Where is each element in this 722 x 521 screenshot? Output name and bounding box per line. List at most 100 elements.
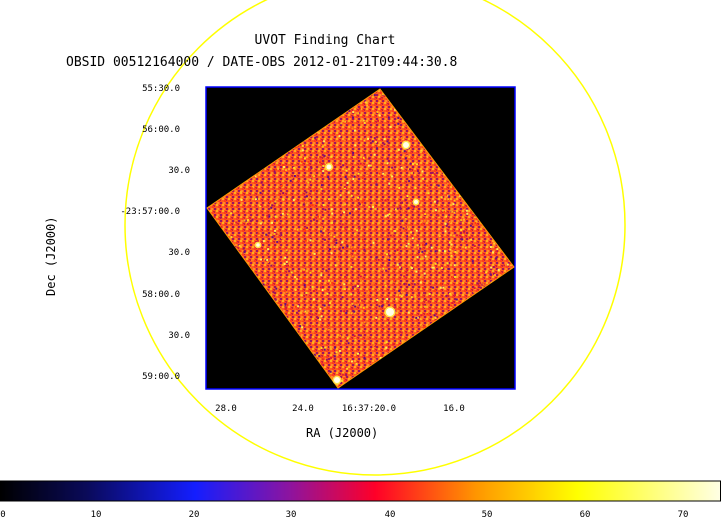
colorbar-segment bbox=[32, 481, 34, 501]
noise-pixel bbox=[313, 209, 316, 211]
colorbar-segment bbox=[598, 481, 600, 501]
colorbar-segment bbox=[280, 481, 282, 501]
colorbar-segment bbox=[533, 481, 535, 501]
noise-pixel bbox=[469, 224, 472, 227]
colorbar-segment bbox=[8, 481, 10, 501]
colorbar-segment bbox=[620, 481, 622, 501]
colorbar-segment bbox=[578, 481, 580, 501]
colorbar-segment bbox=[330, 481, 332, 501]
colorbar-segment bbox=[273, 481, 275, 501]
colorbar-segment bbox=[635, 481, 637, 501]
colorbar-segment bbox=[22, 481, 24, 501]
noise-pixel bbox=[385, 341, 388, 344]
noise-pixel bbox=[239, 191, 242, 194]
noise-pixel bbox=[353, 310, 356, 313]
colorbar-segment bbox=[215, 481, 217, 501]
noise-pixel bbox=[270, 264, 273, 267]
colorbar-segment bbox=[702, 481, 704, 501]
noise-pixel bbox=[319, 318, 322, 321]
colorbar-segment bbox=[600, 481, 602, 501]
colorbar-segment bbox=[611, 481, 613, 501]
y-tick-label: 55:30.0 bbox=[142, 84, 180, 94]
colorbar-segment bbox=[508, 481, 510, 501]
noise-pixel bbox=[432, 232, 435, 234]
noise-pixel bbox=[320, 274, 323, 277]
noise-pixel bbox=[448, 195, 451, 198]
colorbar-segment bbox=[595, 481, 597, 501]
colorbar-segment bbox=[403, 481, 405, 501]
colorbar-segment bbox=[717, 481, 719, 501]
colorbar-segment bbox=[78, 481, 80, 501]
noise-pixel bbox=[338, 248, 341, 251]
noise-pixel bbox=[362, 306, 365, 309]
colorbar-segment bbox=[599, 481, 601, 501]
colorbar-segment bbox=[67, 481, 69, 501]
noise-pixel bbox=[377, 222, 380, 225]
noise-pixel bbox=[453, 264, 456, 267]
colorbar-segment bbox=[343, 481, 345, 501]
noise-pixel bbox=[397, 263, 400, 266]
colorbar-segment bbox=[170, 481, 172, 501]
noise-pixel bbox=[319, 160, 322, 163]
noise-pixel bbox=[465, 209, 468, 212]
colorbar-segment bbox=[701, 481, 703, 501]
noise-pixel bbox=[344, 169, 347, 172]
noise-pixel bbox=[320, 347, 323, 349]
colorbar-segment bbox=[567, 481, 569, 501]
noise-pixel bbox=[304, 310, 307, 313]
noise-pixel bbox=[357, 112, 360, 115]
colorbar-segment bbox=[393, 481, 395, 501]
colorbar-segment bbox=[47, 481, 49, 501]
noise-pixel bbox=[353, 335, 356, 338]
colorbar-segment bbox=[222, 481, 224, 501]
colorbar-segment bbox=[51, 481, 53, 501]
colorbar-segment bbox=[684, 481, 686, 501]
colorbar-segment bbox=[244, 481, 246, 501]
colorbar-segment bbox=[145, 481, 147, 501]
noise-pixel bbox=[357, 196, 360, 199]
noise-pixel bbox=[400, 236, 403, 239]
colorbar-segment bbox=[466, 481, 468, 501]
noise-pixel bbox=[294, 276, 297, 279]
noise-pixel bbox=[287, 264, 290, 267]
noise-pixel bbox=[406, 235, 408, 238]
colorbar-segment bbox=[318, 481, 320, 501]
colorbar-segment bbox=[149, 481, 151, 501]
noise-pixel bbox=[319, 280, 322, 282]
colorbar-segment bbox=[7, 481, 9, 501]
colorbar-segment bbox=[632, 481, 634, 501]
noise-pixel bbox=[456, 234, 458, 237]
colorbar-segment bbox=[294, 481, 296, 501]
noise-pixel bbox=[333, 220, 336, 223]
noise-pixel bbox=[358, 227, 361, 230]
noise-pixel bbox=[442, 286, 445, 289]
colorbar-segment bbox=[486, 481, 488, 501]
colorbar-segment bbox=[460, 481, 462, 501]
noise-pixel bbox=[293, 166, 296, 169]
noise-pixel bbox=[265, 233, 268, 236]
noise-pixel bbox=[356, 285, 359, 288]
colorbar-segment bbox=[150, 481, 152, 501]
noise-pixel bbox=[362, 119, 365, 122]
noise-pixel bbox=[346, 337, 349, 340]
noise-pixel bbox=[334, 294, 337, 297]
noise-pixel bbox=[339, 194, 342, 197]
noise-pixel bbox=[328, 279, 330, 282]
colorbar-segment bbox=[40, 481, 42, 501]
colorbar-segment bbox=[510, 481, 512, 501]
noise-pixel bbox=[302, 271, 305, 273]
noise-pixel bbox=[422, 287, 425, 289]
colorbar-segment bbox=[9, 481, 11, 501]
noise-pixel bbox=[338, 135, 341, 138]
colorbar-segment bbox=[398, 481, 400, 501]
point-sources bbox=[254, 140, 420, 385]
colorbar-segment bbox=[638, 481, 640, 501]
colorbar-segment bbox=[272, 481, 274, 501]
noise-pixel bbox=[260, 258, 262, 261]
colorbar-segment bbox=[237, 481, 239, 501]
colorbar-segment bbox=[305, 481, 307, 501]
colorbar bbox=[0, 480, 722, 502]
colorbar-segment bbox=[539, 481, 541, 501]
noise-pixel bbox=[329, 370, 332, 373]
colorbar-segment bbox=[153, 481, 155, 501]
